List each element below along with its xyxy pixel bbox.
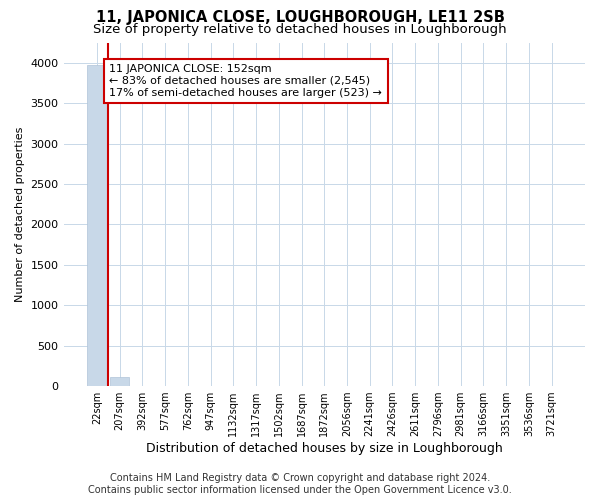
Text: Contains HM Land Registry data © Crown copyright and database right 2024.
Contai: Contains HM Land Registry data © Crown c… <box>88 474 512 495</box>
Text: Size of property relative to detached houses in Loughborough: Size of property relative to detached ho… <box>93 22 507 36</box>
Bar <box>87 65 107 386</box>
Bar <box>110 377 130 386</box>
Text: 11 JAPONICA CLOSE: 152sqm
← 83% of detached houses are smaller (2,545)
17% of se: 11 JAPONICA CLOSE: 152sqm ← 83% of detac… <box>109 64 382 98</box>
X-axis label: Distribution of detached houses by size in Loughborough: Distribution of detached houses by size … <box>146 442 503 455</box>
Y-axis label: Number of detached properties: Number of detached properties <box>15 126 25 302</box>
Text: 11, JAPONICA CLOSE, LOUGHBOROUGH, LE11 2SB: 11, JAPONICA CLOSE, LOUGHBOROUGH, LE11 2… <box>95 10 505 25</box>
